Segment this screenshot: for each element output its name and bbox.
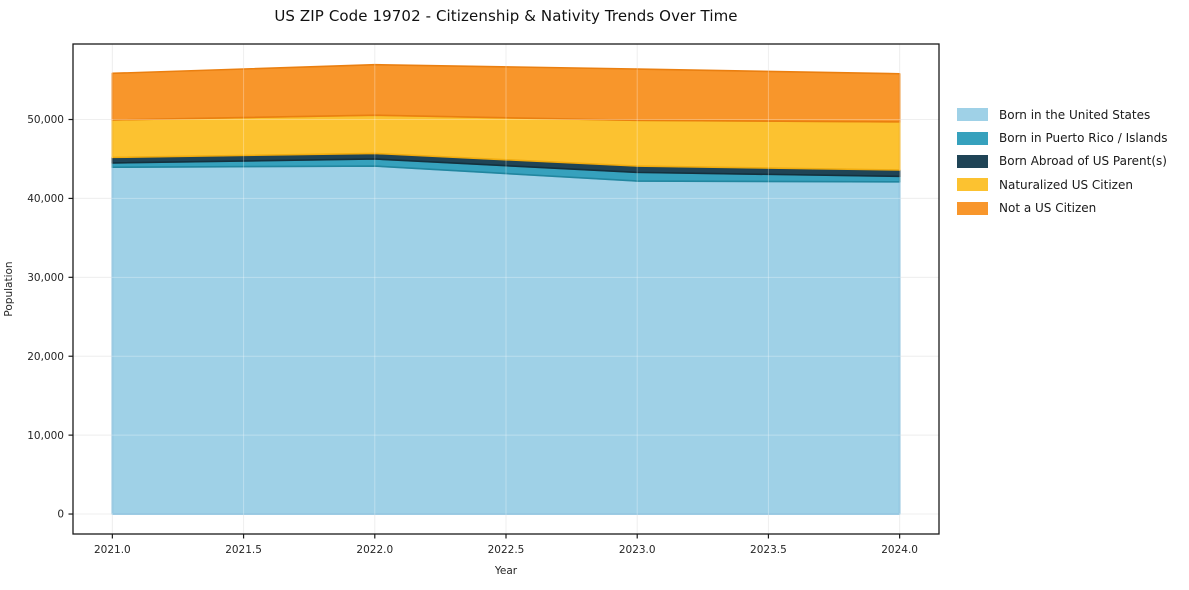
legend-label: Not a US Citizen <box>999 201 1097 216</box>
x-tick-label: 2022.5 <box>488 544 525 556</box>
x-tick-label: 2021.5 <box>225 544 262 556</box>
legend-swatch <box>957 108 988 122</box>
y-tick-label: 30,000 <box>27 272 64 284</box>
y-tick-label: 0 <box>57 509 64 521</box>
y-tick-label: 40,000 <box>27 193 64 205</box>
legend-label: Naturalized US Citizen <box>999 177 1133 192</box>
area-band <box>111 63 901 123</box>
legend-label: Born in the United States <box>999 107 1151 122</box>
legend-swatch <box>957 201 988 215</box>
x-tick-label: 2023.0 <box>619 544 656 556</box>
legend: Born in the United States Born in Puerto … <box>957 103 1168 220</box>
y-tick-label: 20,000 <box>27 351 64 363</box>
legend-swatch <box>957 178 988 192</box>
y-tick-label: 10,000 <box>27 430 64 442</box>
legend-item: Born in the United States <box>957 103 1168 126</box>
legend-item: Naturalized US Citizen <box>957 173 1168 196</box>
x-axis-label: Year <box>494 565 518 577</box>
x-tick-label: 2024.0 <box>881 544 918 556</box>
legend-item: Born in Puerto Rico / Islands <box>957 126 1168 149</box>
legend-item: Not a US Citizen <box>957 197 1168 220</box>
x-tick-label: 2022.0 <box>356 544 393 556</box>
plot-area: 2021.0 2021.5 2022.0 2022.5 2023.0 2023.5 2024… <box>27 43 940 556</box>
legend-label: Born in Puerto Rico / Islands <box>999 131 1168 146</box>
y-tick-label: 50,000 <box>27 114 64 126</box>
chart-title: US ZIP Code 19702 - Citizenship & Nativi… <box>274 7 738 25</box>
y-axis-label: Population <box>3 261 15 317</box>
x-tick-label: 2021.0 <box>94 544 131 556</box>
legend-label: Born Abroad of US Parent(s) <box>999 154 1167 169</box>
legend-swatch <box>957 154 988 168</box>
legend-item: Born Abroad of US Parent(s) <box>957 150 1168 173</box>
legend-swatch <box>957 131 988 145</box>
x-tick-label: 2023.5 <box>750 544 787 556</box>
